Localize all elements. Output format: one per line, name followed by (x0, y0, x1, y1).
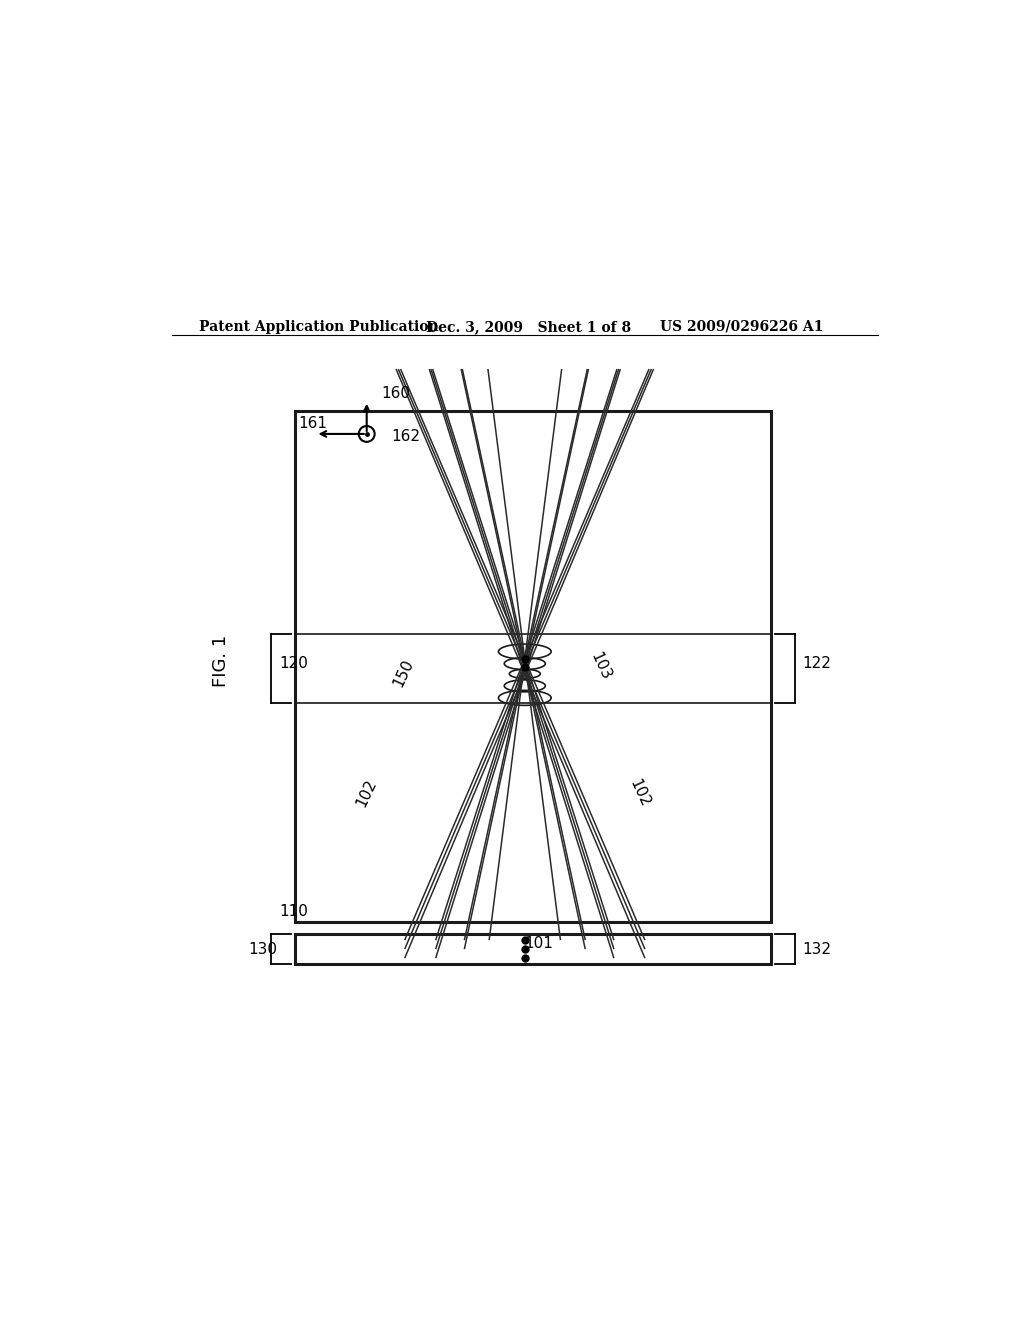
Text: 150: 150 (390, 656, 416, 689)
Bar (295, 411, 771, 923)
Text: FIG. 1: FIG. 1 (212, 635, 229, 686)
Text: 132: 132 (802, 941, 831, 957)
Bar (295, 935, 771, 964)
Text: 102: 102 (354, 776, 380, 809)
Text: 102: 102 (627, 776, 652, 809)
Text: 161: 161 (298, 416, 327, 430)
Text: 101: 101 (524, 936, 553, 950)
Text: US 2009/0296226 A1: US 2009/0296226 A1 (659, 319, 823, 334)
Text: 160: 160 (381, 385, 410, 400)
Text: 103: 103 (588, 651, 613, 682)
Text: 110: 110 (280, 904, 308, 920)
Text: 162: 162 (391, 429, 420, 445)
Text: Patent Application Publication: Patent Application Publication (200, 319, 439, 334)
Text: Dec. 3, 2009   Sheet 1 of 8: Dec. 3, 2009 Sheet 1 of 8 (426, 319, 631, 334)
Text: 130: 130 (248, 941, 278, 957)
Text: 122: 122 (802, 656, 831, 671)
Text: 120: 120 (280, 656, 308, 671)
